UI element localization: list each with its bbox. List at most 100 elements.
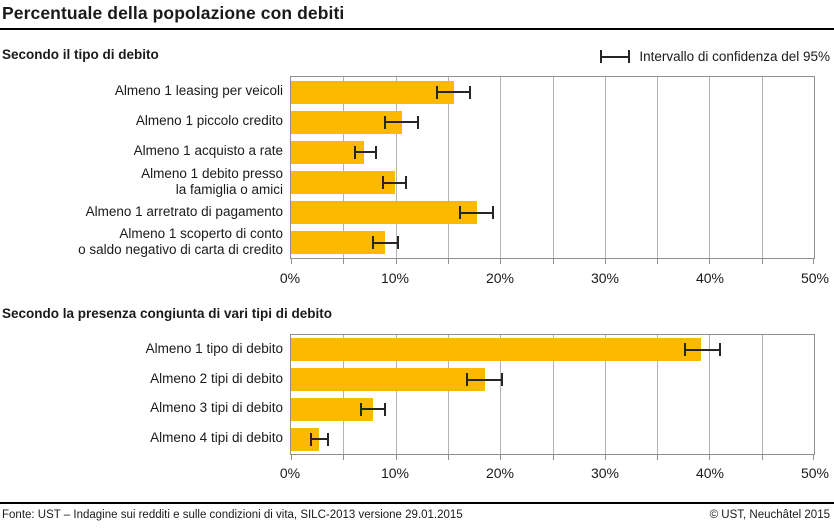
- axis-tick-10: [395, 454, 397, 460]
- error-bar-cap-low: [684, 343, 687, 357]
- error-bar-cap-high: [491, 206, 494, 220]
- bar: [291, 140, 365, 164]
- gridline-40: [709, 77, 711, 258]
- error-bar: [460, 211, 493, 214]
- error-bar-cap-high: [718, 343, 721, 357]
- gridline-30: [604, 77, 606, 258]
- gridline-5: [343, 77, 345, 258]
- axis-tick-25: [552, 454, 554, 460]
- axis-tick-label: 10%: [380, 465, 410, 481]
- error-bar-line: [602, 55, 629, 58]
- bar: [291, 80, 455, 104]
- category-label: Almeno 1 debito presso la famiglia o ami…: [141, 165, 283, 197]
- error-bar-cap-low: [309, 432, 312, 446]
- gridline-15: [447, 77, 449, 258]
- axis-tick-label: 50%: [800, 270, 830, 286]
- section-title-debt-type: Secondo il tipo di debito: [2, 47, 159, 62]
- gridline-25: [552, 77, 554, 258]
- axis-tick-30: [604, 454, 606, 460]
- copyright-note: © UST, Neuchâtel 2015: [709, 509, 830, 521]
- error-bar-cap-low: [459, 206, 462, 220]
- error-bar-cap-low: [360, 402, 363, 416]
- category-label: Almeno 1 tipo di debito: [145, 340, 283, 356]
- gridline-10: [395, 335, 397, 454]
- gridline-10: [395, 77, 397, 258]
- axis-tick-label: 50%: [800, 465, 830, 481]
- error-bar: [385, 121, 418, 124]
- error-bar: [685, 348, 720, 351]
- bar: [291, 231, 386, 255]
- bar: [291, 110, 402, 134]
- error-bar-cap-high: [416, 115, 419, 129]
- axis-tick-label: 40%: [695, 465, 725, 481]
- bar: [291, 397, 373, 421]
- axis-tick-label: 40%: [695, 270, 725, 286]
- error-bar-cap-high: [374, 145, 377, 159]
- category-label: Almeno 1 leasing per veicoli: [114, 83, 283, 99]
- gridline-5: [343, 335, 345, 454]
- gridline-30: [604, 335, 606, 454]
- axis-tick-50: [813, 258, 814, 264]
- axis-tick-40: [709, 258, 711, 264]
- category-labels-chart1: Almeno 1 leasing per veicoli Almeno 1 pic…: [0, 76, 283, 259]
- error-bar-cap-low: [382, 176, 385, 190]
- x-axis-labels-chart1: 0% 10% 20% 30% 40% 50%: [280, 270, 829, 286]
- axis-tick-40: [709, 454, 711, 460]
- error-bar-left-cap: [600, 50, 603, 63]
- source-note: Fonte: UST – Indagine sui redditi e sull…: [2, 509, 463, 521]
- axis-tick-10: [395, 258, 397, 264]
- error-bar: [437, 91, 470, 94]
- gridline-25: [552, 335, 554, 454]
- axis-tick-50: [813, 454, 814, 460]
- error-bar-cap-high: [405, 176, 408, 190]
- axis-tick-label: 0%: [279, 465, 301, 481]
- axis-tick-15: [447, 454, 449, 460]
- gridline-45: [761, 77, 763, 258]
- x-axis-labels-chart2: 0% 10% 20% 30% 40% 50%: [280, 465, 829, 481]
- gridline-20: [500, 77, 502, 258]
- axis-tick-35: [657, 454, 659, 460]
- axis-tick-0: [291, 454, 292, 460]
- error-bar-cap-low: [436, 85, 439, 99]
- axis-tick-label: 20%: [485, 270, 515, 286]
- error-bar: [372, 241, 398, 244]
- footer-divider: [0, 502, 834, 504]
- axis-tick-label: 30%: [590, 270, 620, 286]
- gridline-45: [761, 335, 763, 454]
- axis-tick-0: [291, 258, 292, 264]
- bar: [291, 427, 320, 451]
- gridline-20: [500, 335, 502, 454]
- section-title-debt-count: Secondo la presenza congiunta di vari ti…: [2, 306, 333, 321]
- category-label: Almeno 4 tipi di debito: [150, 430, 283, 446]
- error-bar-cap-high: [384, 402, 387, 416]
- gridline-35: [657, 77, 659, 258]
- error-bar-right-cap: [628, 50, 631, 63]
- axis-tick-5: [343, 454, 345, 460]
- gridline-40: [709, 335, 711, 454]
- bar: [291, 171, 395, 195]
- category-label: Almeno 1 scoperto di conto o saldo negat…: [78, 225, 283, 257]
- category-labels-chart2: Almeno 1 tipo di debito Almeno 2 tipi di …: [0, 334, 283, 455]
- plot-area-chart1: [290, 76, 815, 264]
- axis-tick-label: 30%: [590, 465, 620, 481]
- axis-tick-20: [500, 454, 502, 460]
- axis-tick-30: [604, 258, 606, 264]
- gridline-15: [447, 335, 449, 454]
- axis-tick-15: [447, 258, 449, 264]
- legend: Intervallo di confidenza del 95%: [600, 49, 830, 64]
- bar: [291, 338, 702, 362]
- error-bar: [361, 408, 386, 411]
- axis-tick-25: [552, 258, 554, 264]
- error-bar-cap-high: [326, 432, 329, 446]
- axis-tick-45: [761, 258, 763, 264]
- error-bar-cap-high: [396, 236, 399, 250]
- error-bar-cap-low: [371, 236, 374, 250]
- title-divider: [0, 28, 834, 30]
- bar: [291, 368, 485, 392]
- axis-tick-5: [343, 258, 345, 264]
- axis-tick-label: 20%: [485, 465, 515, 481]
- axis-tick-20: [500, 258, 502, 264]
- category-label: Almeno 1 piccolo credito: [135, 113, 283, 129]
- error-bar-cap-low: [384, 115, 387, 129]
